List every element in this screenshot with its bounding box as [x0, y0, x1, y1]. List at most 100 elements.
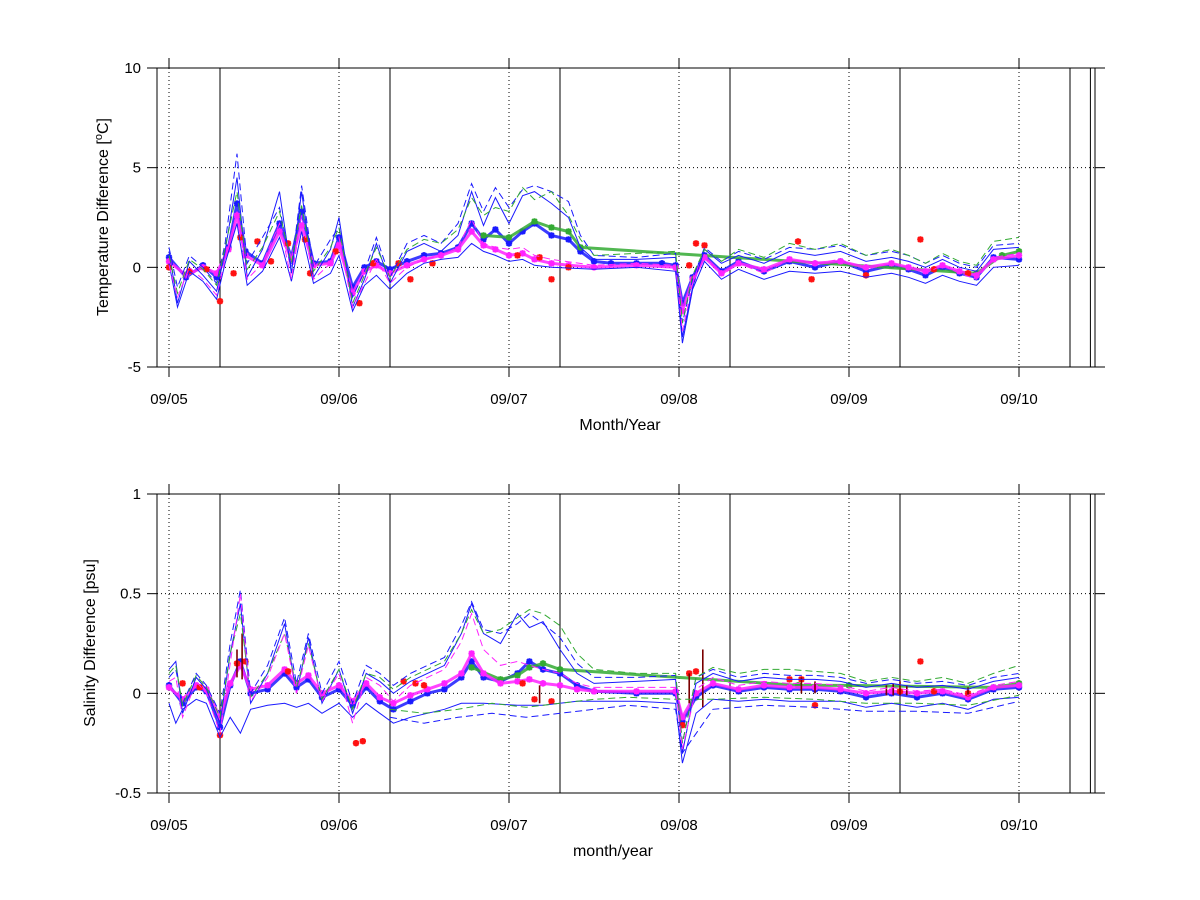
data-point-marker	[930, 688, 938, 695]
data-point-marker	[216, 731, 224, 739]
y-tick-label: 1	[133, 486, 141, 503]
data-point-marker	[407, 692, 414, 699]
series-marker-trace	[471, 661, 1020, 689]
data-point-marker	[293, 684, 300, 691]
series-6	[168, 696, 1020, 764]
data-point-marker	[862, 694, 870, 701]
data-point-marker	[1015, 256, 1023, 263]
data-point-marker	[363, 680, 370, 687]
temperature-y-axis-label-superscript: o	[93, 134, 105, 140]
x-tick-label: 09/05	[150, 391, 188, 408]
data-point-marker	[492, 226, 499, 233]
y-tick-label: -5	[128, 359, 141, 376]
data-point-marker	[276, 228, 283, 235]
data-point-marker	[259, 262, 266, 269]
temperature-x-axis-label: Month/Year	[579, 417, 661, 434]
series-6	[168, 153, 1020, 324]
series-line	[389, 694, 1020, 714]
data-point-marker	[964, 270, 972, 277]
data-point-marker	[536, 254, 543, 261]
salinity-y-axis-label: Salinity Difference [psu]	[82, 559, 99, 727]
series-line	[168, 608, 1020, 744]
data-point-marker	[400, 678, 407, 685]
data-point-marker	[196, 684, 203, 691]
data-point-marker	[862, 690, 870, 697]
data-point-marker	[862, 272, 870, 279]
y-tick-label: 0	[133, 685, 141, 702]
data-point-marker	[468, 220, 475, 227]
data-point-marker	[288, 256, 295, 263]
data-point-marker	[335, 686, 343, 693]
data-point-marker	[565, 264, 572, 271]
data-point-marker	[1015, 682, 1023, 689]
data-point-marker	[468, 228, 475, 235]
data-point-marker	[407, 698, 414, 705]
x-tick-label: 09/10	[1000, 817, 1038, 834]
data-point-marker	[692, 240, 700, 247]
data-point-marker	[403, 258, 411, 265]
data-point-marker	[679, 718, 686, 725]
data-point-marker	[794, 238, 802, 245]
data-point-marker	[281, 670, 288, 677]
data-point-marker	[679, 714, 686, 721]
data-point-marker	[888, 260, 895, 267]
data-point-marker	[284, 668, 292, 675]
temperature-difference-panel: Month/Year Temperature Difference [oC] -…	[93, 58, 1105, 434]
data-point-marker	[811, 260, 819, 267]
data-point-marker	[386, 266, 394, 273]
data-point-marker	[373, 262, 380, 269]
series-5	[168, 223, 1020, 344]
data-point-marker	[565, 228, 572, 235]
series-line	[168, 602, 1020, 754]
data-point-marker	[298, 208, 305, 215]
data-point-marker	[573, 682, 581, 689]
data-point-marker	[672, 688, 679, 695]
data-point-marker	[548, 232, 555, 239]
data-point-marker	[349, 698, 356, 705]
data-point-marker	[468, 658, 475, 665]
data-point-marker	[514, 678, 521, 685]
data-point-marker	[373, 258, 380, 265]
data-point-marker	[480, 670, 487, 677]
series-4	[168, 177, 1020, 338]
data-point-marker	[539, 680, 547, 687]
data-point-marker	[679, 722, 686, 729]
data-point-marker	[349, 702, 356, 709]
data-point-marker	[922, 272, 929, 279]
data-point-marker	[293, 680, 300, 687]
data-point-marker	[386, 270, 394, 277]
data-point-marker	[395, 260, 402, 267]
data-point-marker	[424, 686, 431, 693]
series-8	[389, 700, 1020, 755]
data-point-marker	[692, 694, 700, 701]
series-marker-trace	[167, 202, 1020, 305]
data-point-marker	[424, 690, 431, 697]
data-point-marker	[808, 276, 815, 283]
data-point-marker	[556, 666, 564, 673]
salinity-plot-area	[157, 494, 1095, 793]
data-point-marker	[964, 694, 972, 701]
data-point-marker	[225, 246, 232, 253]
data-point-marker	[165, 258, 173, 265]
data-point-marker	[335, 242, 343, 249]
data-point-marker	[862, 264, 870, 271]
data-point-marker	[526, 664, 533, 671]
data-point-marker	[497, 680, 504, 687]
temperature-y-axis-label-tail: C]	[95, 118, 112, 134]
data-point-marker	[254, 238, 261, 245]
series-7	[168, 186, 1020, 324]
data-point-marker	[973, 272, 980, 279]
series-1	[468, 660, 1023, 691]
series-line	[168, 177, 1020, 338]
data-point-marker	[165, 684, 173, 691]
data-point-marker	[505, 240, 513, 247]
data-point-marker	[917, 236, 924, 243]
x-tick-label: 09/06	[320, 817, 358, 834]
data-point-marker	[233, 212, 241, 219]
series-line	[168, 696, 1020, 764]
x-tick-label: 09/10	[1000, 391, 1038, 408]
series-5	[168, 602, 1020, 754]
data-point-marker	[531, 218, 538, 225]
data-point-marker	[441, 686, 448, 693]
data-point-marker	[403, 262, 411, 269]
